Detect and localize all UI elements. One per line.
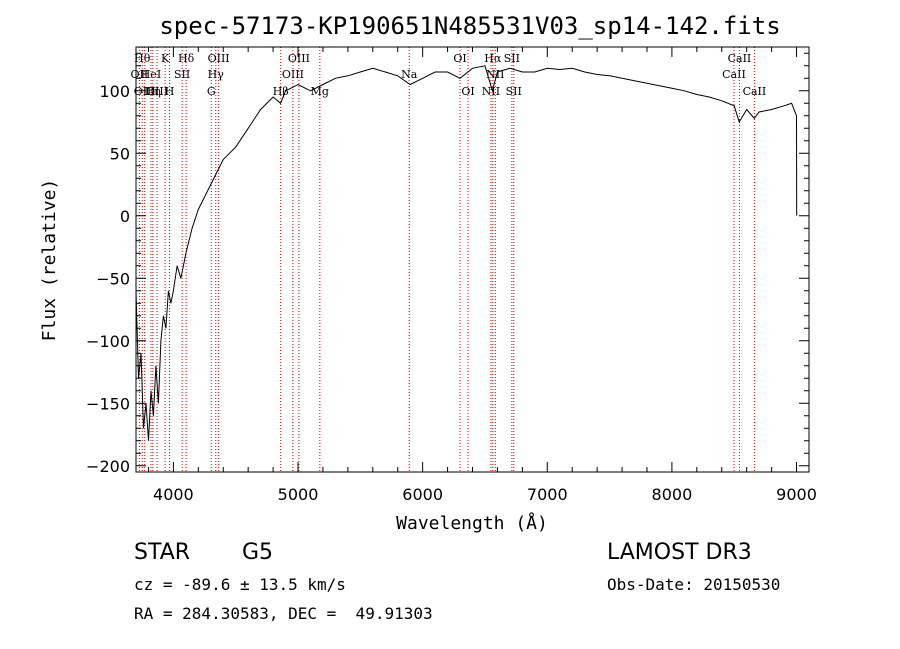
line-label-6: K — [161, 52, 170, 65]
y-tick-label: 50 — [110, 144, 130, 163]
line-label-26: CaII — [728, 52, 752, 65]
x-tick-label: 4000 — [153, 485, 194, 504]
line-label-5: OIII — [146, 85, 168, 98]
sky-coordinates: RA = 284.30583, DEC = 49.91303 — [134, 604, 433, 623]
observation-date: Obs-Date: 20150530 — [607, 575, 781, 594]
line-label-15: OIII — [288, 52, 310, 65]
line-label-20: NII — [482, 85, 500, 98]
x-axis-title: Wavelength (Å) — [396, 512, 548, 534]
line-label-16: Mg — [311, 85, 329, 98]
y-tick-label: 100 — [99, 82, 130, 101]
x-tick-label: 5000 — [278, 485, 319, 504]
line-label-21: Hα — [484, 52, 502, 65]
line-label-27: CaII — [743, 85, 767, 98]
spectral-line-markers: OIIHθOIIIHeIHηOIIIKHSIIHδGHγOIIIHβOIIIOI… — [131, 47, 767, 472]
line-label-24: SII — [506, 85, 522, 98]
object-class: STAR — [134, 540, 191, 565]
line-label-13: Hβ — [273, 85, 289, 98]
x-tick-label: 6000 — [402, 485, 443, 504]
line-label-17: Na — [401, 68, 418, 81]
line-label-4: Hη — [145, 85, 161, 98]
line-label-0: OII — [131, 68, 149, 81]
y-tick-label: −200 — [86, 457, 130, 476]
line-label-7: H — [165, 85, 175, 98]
line-label-10: G — [207, 85, 216, 98]
spectrum-line — [135, 65, 798, 441]
x-axis: 4000 5000 6000 7000 8000 9000 — [147, 47, 817, 504]
y-tick-label: −100 — [86, 332, 130, 351]
spectrum-layer — [135, 65, 798, 441]
y-tick-label: −50 — [96, 269, 130, 288]
line-label-25: CaII — [722, 68, 746, 81]
line-label-8: SII — [174, 68, 190, 81]
line-label-9: Hδ — [178, 52, 195, 65]
line-label-23: SII — [504, 52, 520, 65]
line-label-12: OIII — [208, 52, 230, 65]
object-subclass: G5 — [242, 540, 274, 565]
y-axis-title: Flux (relative) — [39, 179, 60, 342]
line-label-3: HeI — [141, 68, 161, 81]
line-label-11: Hγ — [208, 68, 225, 81]
line-label-18: OI — [453, 52, 466, 65]
y-tick-label: −150 — [86, 394, 130, 413]
chart-title: spec-57173-KP190651N485531V03_sp14-142.f… — [159, 12, 780, 40]
x-tick-label: 7000 — [527, 485, 568, 504]
plot-frame — [135, 46, 810, 473]
y-axis: −200 −150 −100 −50 0 50 100 — [86, 52, 809, 476]
x-tick-label: 8000 — [652, 485, 693, 504]
x-tick-label: 9000 — [776, 485, 817, 504]
line-label-19: OI — [461, 85, 474, 98]
line-label-1: Hθ — [134, 52, 151, 65]
redshift-velocity: cz = -89.6 ± 13.5 km/s — [134, 575, 346, 594]
y-tick-label: 0 — [120, 207, 130, 226]
line-label-2: OIII — [134, 85, 156, 98]
line-label-14: OIII — [282, 68, 304, 81]
survey-name: LAMOST DR3 — [607, 540, 752, 565]
